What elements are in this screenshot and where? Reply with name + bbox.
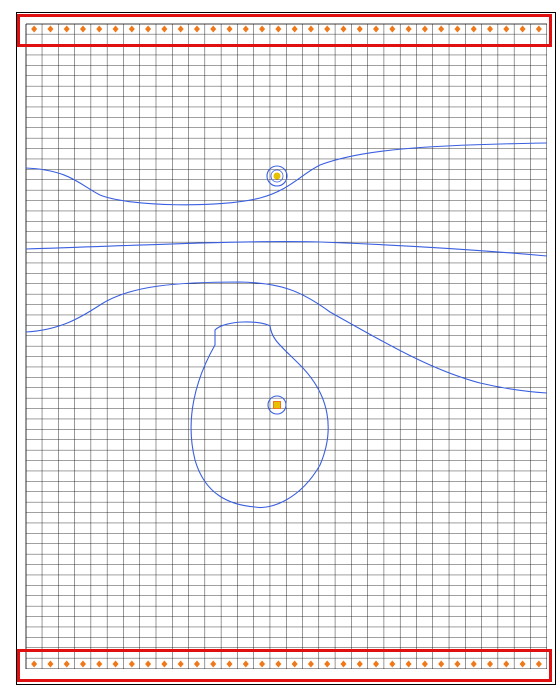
boundary-marker (470, 660, 477, 668)
boundary-marker (193, 25, 200, 33)
boundary-marker (421, 25, 428, 33)
boundary-marker (356, 25, 363, 33)
contour-ring (270, 169, 284, 183)
boundary-marker (519, 25, 526, 33)
boundary-marker (128, 25, 135, 33)
boundary-marker (487, 660, 494, 668)
boundary-marker (96, 660, 103, 668)
contour-line (25, 142, 548, 206)
boundary-marker (324, 25, 331, 33)
boundary-marker (226, 660, 233, 668)
boundary-marker (373, 660, 380, 668)
boundary-marker (47, 25, 54, 33)
boundary-marker (470, 25, 477, 33)
selection-box (17, 14, 552, 47)
boundary-marker (487, 25, 494, 33)
well (273, 172, 281, 180)
boundary-marker (291, 25, 298, 33)
boundary-marker (177, 25, 184, 33)
boundary-marker (79, 25, 86, 33)
boundary-marker (405, 25, 412, 33)
boundary-marker (145, 25, 152, 33)
boundary-marker (226, 25, 233, 33)
boundary-marker (405, 660, 412, 668)
boundary-marker (47, 660, 54, 668)
boundary-marker (242, 25, 249, 33)
boundary-marker (63, 25, 70, 33)
boundary-marker (438, 25, 445, 33)
contour-ring (266, 165, 288, 187)
contour-line (190, 321, 329, 509)
boundary-marker (340, 660, 347, 668)
frame (16, 12, 556, 685)
boundary-marker (454, 660, 461, 668)
boundary-marker (112, 25, 119, 33)
model-grid (26, 24, 547, 669)
boundary-marker (454, 25, 461, 33)
boundary-marker (63, 660, 70, 668)
boundary-marker (356, 660, 363, 668)
boundary-marker (259, 660, 266, 668)
boundary-marker (307, 660, 314, 668)
boundary-marker (340, 25, 347, 33)
well (273, 401, 281, 409)
boundary-marker (259, 25, 266, 33)
boundary-marker (79, 660, 86, 668)
boundary-marker (161, 25, 168, 33)
boundary-marker (275, 660, 282, 668)
grid-edge (25, 23, 547, 669)
boundary-marker (210, 660, 217, 668)
boundary-marker (193, 660, 200, 668)
boundary-marker (210, 25, 217, 33)
boundary-marker (96, 25, 103, 33)
contours (25, 142, 548, 509)
selection-box (17, 649, 552, 682)
boundary-marker (503, 25, 510, 33)
boundary-marker (373, 25, 380, 33)
contour-line (25, 240, 548, 257)
boundary-marker (307, 25, 314, 33)
boundary-marker (421, 660, 428, 668)
boundary-marker (438, 660, 445, 668)
boundary-marker (242, 660, 249, 668)
boundary-marker (535, 25, 542, 33)
boundary-marker (389, 660, 396, 668)
contour-line (25, 281, 548, 394)
boundary-marker (389, 25, 396, 33)
boundary-marker (145, 660, 152, 668)
boundary-marker (291, 660, 298, 668)
boundary-marker (519, 660, 526, 668)
boundary-marker (31, 660, 38, 668)
boundary-marker (275, 25, 282, 33)
boundary-marker (535, 660, 542, 668)
boundary-marker (31, 25, 38, 33)
boundary-marker (112, 660, 119, 668)
boundary-marker (177, 660, 184, 668)
contour-ring (267, 395, 287, 415)
boundary-marker (161, 660, 168, 668)
boundary-marker (503, 660, 510, 668)
boundary-cells (31, 25, 542, 668)
boundary-marker (324, 660, 331, 668)
boundary-marker (128, 660, 135, 668)
